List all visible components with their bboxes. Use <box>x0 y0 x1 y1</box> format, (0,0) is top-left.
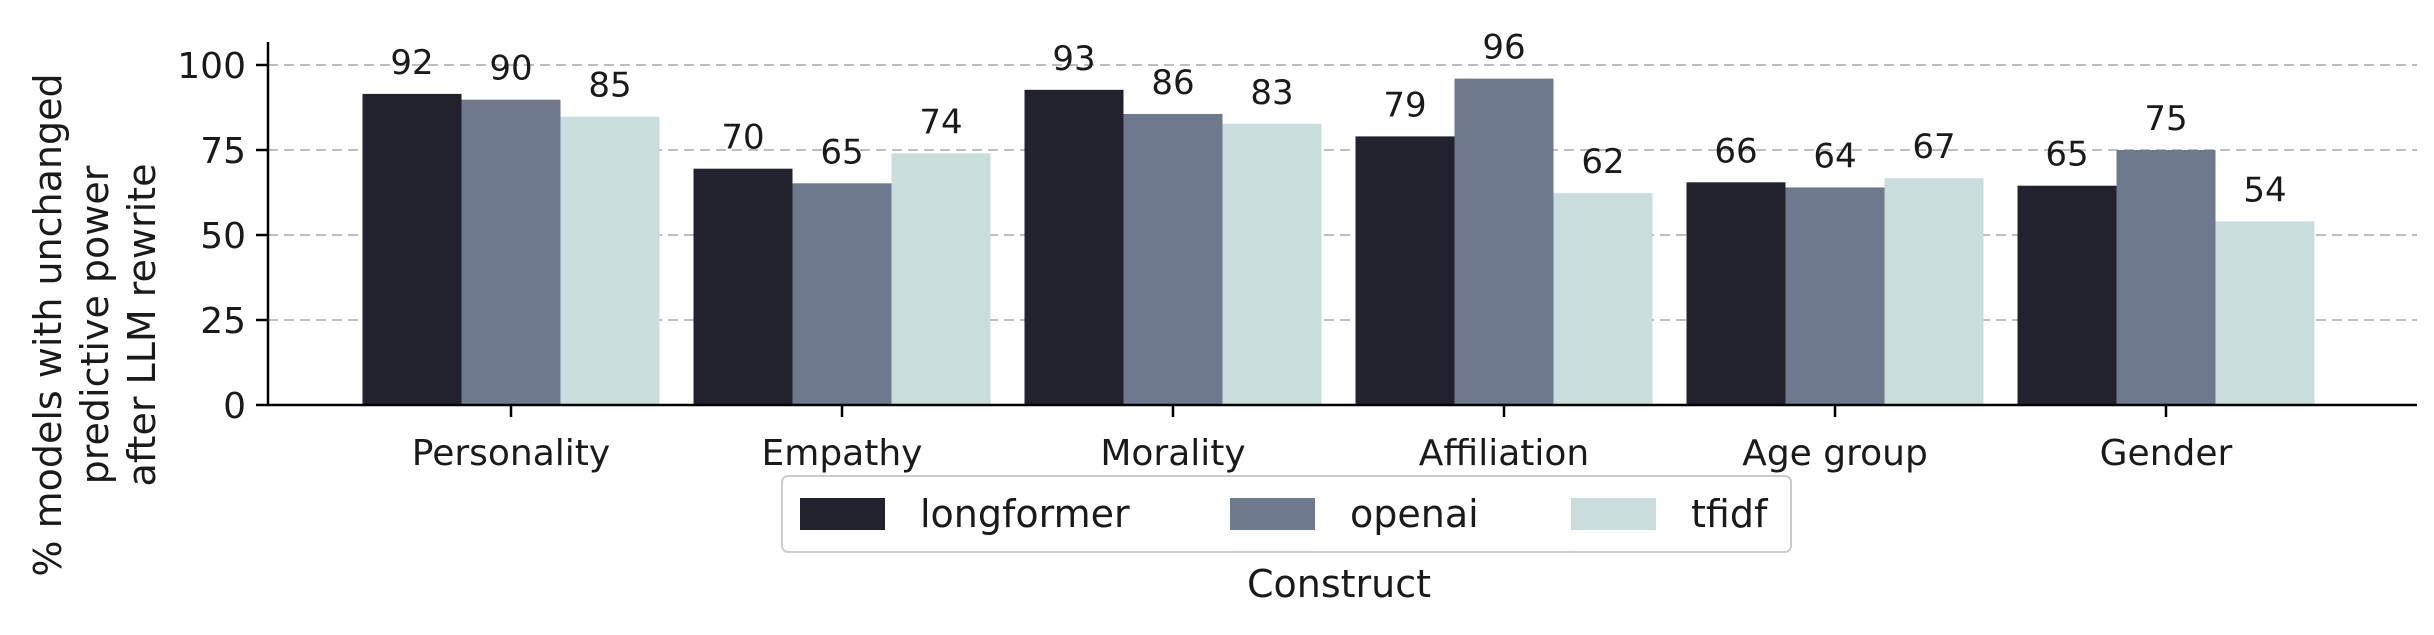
data-label: 66 <box>1714 131 1757 171</box>
legend-swatch-tfidf <box>1571 498 1656 530</box>
x-tick-label: Gender <box>2100 433 2233 474</box>
bar-openai-empathy <box>792 183 892 405</box>
x-tick-label: Age group <box>1742 433 1928 474</box>
bar-openai-age-group <box>1785 187 1885 405</box>
legend-label-tfidf: tfidf <box>1691 492 1769 536</box>
data-label: 96 <box>1482 28 1525 68</box>
data-label: 86 <box>1151 63 1194 103</box>
bar-longformer-empathy <box>693 168 793 405</box>
bar-openai-gender <box>2116 150 2216 405</box>
y-axis-title-line-1: % models with unchanged <box>26 73 70 576</box>
data-label: 79 <box>1383 85 1426 125</box>
x-tick-label: Affiliation <box>1419 433 1589 474</box>
bar-longformer-morality <box>1024 89 1124 405</box>
y-axis-title-line-3: after LLM rewrite <box>120 164 164 487</box>
data-labels: 92 90 85 70 65 74 93 86 83 79 96 62 66 64 67 65 75 54 <box>390 28 2286 211</box>
bar-openai-personality <box>461 99 561 406</box>
bar-openai-morality <box>1123 113 1223 406</box>
bar-longformer-personality <box>362 93 462 406</box>
x-tick-label: Morality <box>1100 433 1245 474</box>
legend-swatch-longformer <box>800 498 885 530</box>
bar-tfidf-age-group <box>1884 178 1984 405</box>
bar-tfidf-empathy <box>891 153 991 405</box>
x-tick-label: Empathy <box>762 433 923 474</box>
bar-tfidf-affiliation <box>1553 193 1653 405</box>
data-label: 92 <box>390 43 433 83</box>
y-tick-label: 75 <box>200 131 246 172</box>
axes: 0 25 50 75 100 Personality Empathy Morality Affi… <box>177 42 2417 474</box>
x-axis-title: Construct <box>1247 562 1431 606</box>
data-label: 65 <box>820 132 863 172</box>
data-label: 75 <box>2144 99 2187 139</box>
data-label: 70 <box>721 118 764 158</box>
y-tick-label: 50 <box>200 216 246 257</box>
data-label: 90 <box>489 49 532 89</box>
data-label: 54 <box>2243 170 2286 210</box>
bar-longformer-gender <box>2017 185 2117 405</box>
y-axis-title-line-2: predictive power <box>73 165 117 484</box>
data-label: 67 <box>1912 127 1955 167</box>
bar-longformer-affiliation <box>1355 136 1455 405</box>
legend: longformer openai tfidf <box>781 475 1792 553</box>
bars <box>362 78 2315 406</box>
legend-label-longformer: longformer <box>920 492 1130 536</box>
data-label: 74 <box>919 102 962 142</box>
legend-label-openai: openai <box>1350 492 1479 536</box>
data-label: 64 <box>1813 136 1856 176</box>
bar-openai-affiliation <box>1454 78 1554 405</box>
y-tick-label: 25 <box>200 301 246 342</box>
data-label: 85 <box>588 66 631 106</box>
data-label: 65 <box>2045 135 2088 175</box>
data-label: 83 <box>1250 73 1293 113</box>
x-tick-label: Personality <box>412 433 610 474</box>
data-label: 62 <box>1581 142 1624 182</box>
bar-tfidf-gender <box>2215 221 2315 405</box>
bar-tfidf-morality <box>1222 123 1322 405</box>
bar-tfidf-personality <box>560 116 660 406</box>
data-label: 93 <box>1052 39 1095 79</box>
y-tick-label: 100 <box>177 46 246 87</box>
y-tick-label: 0 <box>223 386 246 427</box>
bar-longformer-age-group <box>1686 182 1786 405</box>
legend-swatch-openai <box>1230 498 1315 530</box>
